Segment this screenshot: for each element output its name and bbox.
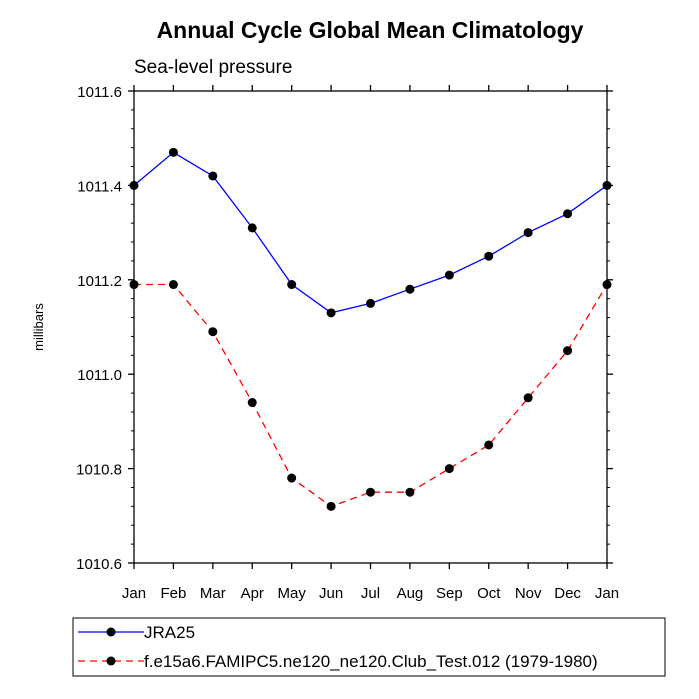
x-tick-label: Nov <box>515 585 542 602</box>
series-1-point <box>247 398 257 408</box>
series-1-point <box>444 464 454 474</box>
x-tick-label: Apr <box>241 585 264 602</box>
legend-label-jra25: JRA25 <box>144 623 195 642</box>
x-tick-label: Oct <box>477 585 501 602</box>
series-0-point <box>326 308 336 318</box>
x-tick-label: Jan <box>595 585 619 602</box>
y-tick-label: 1011.2 <box>77 273 122 290</box>
series-0-point <box>287 280 297 290</box>
series-1-point <box>168 280 178 290</box>
x-tick-labels: Jan Feb Mar Apr May Jun Jul Aug Sep Oct Nov Dec Jan <box>122 585 619 602</box>
series-0-point <box>366 298 375 308</box>
series-1-point <box>326 501 336 511</box>
series-1-point <box>405 487 415 497</box>
series-line-1 <box>134 283 608 508</box>
series-1-point <box>523 393 533 403</box>
legend-marker-jra25 <box>106 627 116 637</box>
plot-frame <box>133 90 608 564</box>
series-0-point <box>523 228 533 238</box>
x-tick-label: May <box>277 585 306 602</box>
y-tick-label: 1010.6 <box>76 556 122 573</box>
series-0-point <box>247 223 257 233</box>
y-axis-label: millibars <box>31 303 46 351</box>
x-tick-label: Jun <box>319 585 343 602</box>
series-0-point <box>563 209 573 219</box>
legend: JRA25 f.e15a6.FAMIPC5.ne120_ne120.Club_T… <box>72 617 666 677</box>
y-tick-label: 1011.0 <box>77 367 122 384</box>
y-tick-label: 1011.6 <box>77 84 122 101</box>
series-0-point <box>444 270 454 280</box>
series-1-point <box>208 327 218 337</box>
x-tick-label: Feb <box>160 585 186 602</box>
series-1-point <box>287 473 297 483</box>
series-1-point <box>484 440 494 450</box>
series-1-point <box>366 487 375 497</box>
legend-marker-model <box>106 656 116 666</box>
axis-ticks <box>128 85 613 569</box>
x-tick-label: Sep <box>436 585 463 602</box>
chart-title: Annual Cycle Global Mean Climatology <box>157 17 584 43</box>
x-tick-label: Jan <box>122 585 146 602</box>
series-0-point <box>168 147 178 157</box>
x-tick-label: Mar <box>200 585 226 602</box>
legend-box <box>72 617 666 677</box>
chart-subtitle: Sea-level pressure <box>134 57 292 78</box>
y-tick-labels: 1010.6 1010.8 1011.0 1011.2 1011.4 1011.6 <box>76 84 122 573</box>
series-line-0 <box>133 151 608 314</box>
x-tick-label: Aug <box>397 585 424 602</box>
y-tick-label: 1010.8 <box>76 462 122 479</box>
series-0-point <box>405 284 415 294</box>
x-tick-label: Jul <box>361 585 380 602</box>
legend-label-model: f.e15a6.FAMIPC5.ne120_ne120.Club_Test.01… <box>144 652 598 671</box>
plot-series <box>129 147 612 511</box>
series-0-point <box>208 171 218 181</box>
series-1-point <box>563 346 573 356</box>
series-0-point <box>484 251 494 261</box>
x-tick-label: Dec <box>554 585 581 602</box>
y-tick-label: 1011.4 <box>77 178 122 195</box>
